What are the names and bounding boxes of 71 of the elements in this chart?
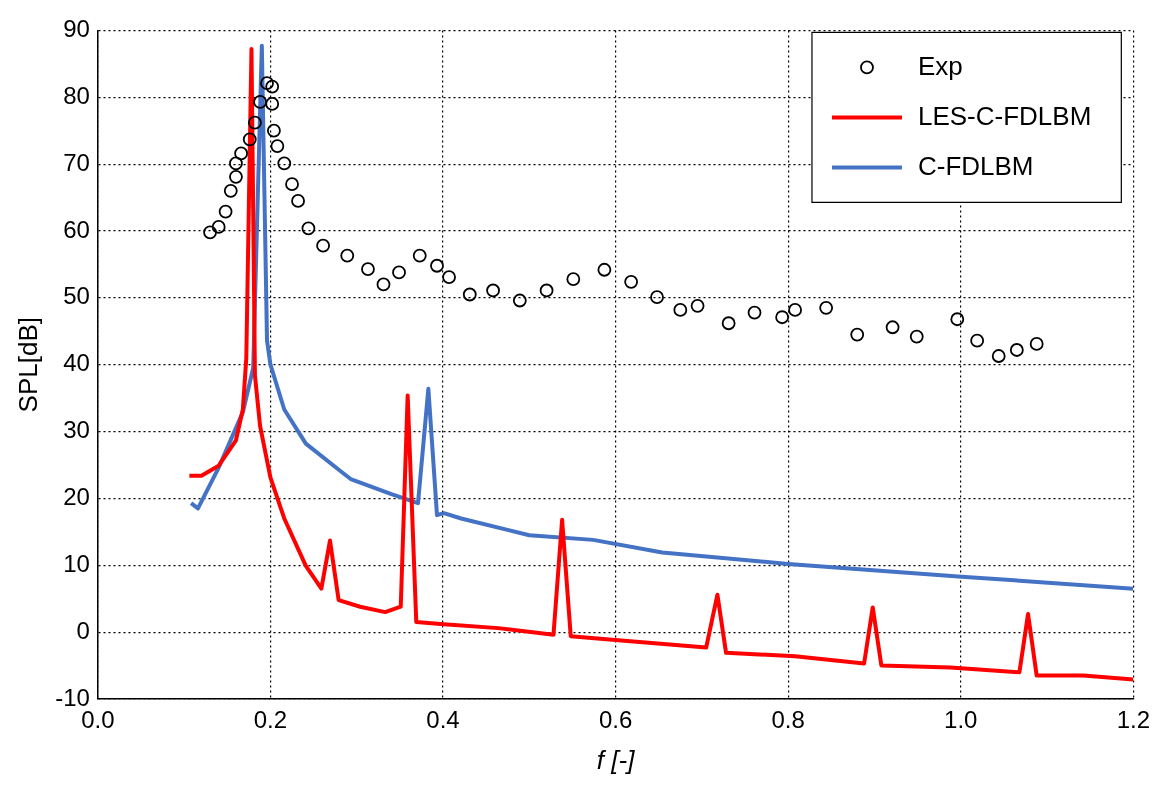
- point: [1029, 337, 1044, 351]
- point: [340, 248, 355, 263]
- y-tick-label: 10: [63, 549, 90, 577]
- point: [277, 156, 292, 171]
- x-tick-label: 0.8: [771, 706, 805, 734]
- point: [229, 169, 243, 184]
- point: [291, 193, 305, 208]
- legend-label: LES-C-FDLBM: [917, 100, 1092, 131]
- point: [597, 262, 612, 277]
- point: [218, 204, 233, 219]
- point: [267, 123, 281, 138]
- point: [265, 97, 280, 111]
- y-axis-title: SPL[dB]: [12, 317, 43, 413]
- point: [316, 238, 330, 253]
- point: [248, 115, 262, 130]
- point: [539, 283, 554, 298]
- point: [361, 262, 375, 276]
- point: [412, 248, 427, 263]
- point: [788, 302, 802, 317]
- point: [991, 349, 1006, 363]
- x-tick-label: 0.2: [253, 706, 288, 734]
- point: [260, 76, 274, 91]
- point: [265, 79, 280, 94]
- y-tick-label: 30: [63, 416, 90, 444]
- point: [819, 300, 834, 315]
- x-tick-label: 0.4: [426, 706, 460, 734]
- y-tick-label: 70: [63, 148, 90, 176]
- x-tick-label: 0.6: [598, 706, 633, 734]
- point: [512, 293, 527, 308]
- point: [211, 220, 226, 234]
- point: [242, 132, 257, 147]
- x-tick-label: 1.2: [1116, 706, 1151, 734]
- x-axis-title: f [-]: [596, 744, 636, 775]
- point: [970, 333, 985, 348]
- legend-label: C-FDLBM: [917, 150, 1034, 181]
- point: [486, 283, 500, 298]
- y-tick-label: 60: [63, 215, 90, 243]
- point: [430, 258, 444, 273]
- point: [775, 310, 790, 325]
- legend-label: Exp: [917, 50, 963, 81]
- y-tick-label: 0: [76, 616, 90, 644]
- point: [566, 272, 581, 287]
- point: [721, 316, 736, 331]
- point: [909, 329, 924, 344]
- y-tick-label: 80: [63, 81, 90, 109]
- point: [650, 290, 664, 305]
- point: [673, 302, 688, 317]
- point: [285, 177, 299, 192]
- y-tick-label: 50: [63, 282, 90, 310]
- point: [950, 312, 965, 327]
- x-tick-label: 1.0: [944, 706, 978, 734]
- y-tick-label: 20: [63, 483, 90, 511]
- point: [462, 287, 477, 302]
- point: [624, 274, 639, 289]
- point: [223, 183, 238, 198]
- y-tick-label: 40: [63, 349, 90, 377]
- point: [747, 305, 762, 320]
- point: [270, 139, 285, 153]
- point: [690, 298, 705, 313]
- y-tick-label: 90: [63, 15, 90, 43]
- point: [850, 327, 865, 342]
- point: [392, 265, 406, 280]
- point: [885, 320, 900, 335]
- point: [253, 95, 268, 109]
- point: [234, 146, 249, 161]
- point: [203, 225, 217, 240]
- point: [376, 277, 391, 292]
- point: [1009, 343, 1024, 357]
- point: [442, 270, 456, 285]
- point: [301, 221, 316, 236]
- point: [229, 156, 243, 171]
